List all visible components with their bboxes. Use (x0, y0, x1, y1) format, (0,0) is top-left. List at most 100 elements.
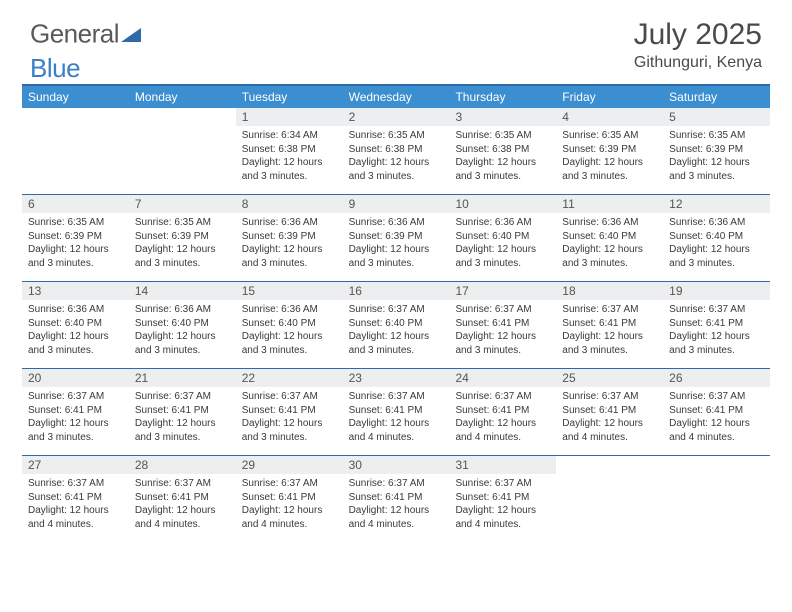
day-number: 31 (449, 456, 556, 474)
sunset-text: Sunset: 6:41 PM (242, 404, 337, 418)
logo-text-1: General (30, 18, 119, 48)
sunset-text: Sunset: 6:40 PM (562, 230, 657, 244)
daylight-text: Daylight: 12 hours and 4 minutes. (28, 504, 123, 531)
daylight-text: Daylight: 12 hours and 3 minutes. (349, 156, 444, 183)
daylight-text: Daylight: 12 hours and 4 minutes. (455, 504, 550, 531)
day-number: 10 (449, 195, 556, 213)
sunrise-text: Sunrise: 6:35 AM (28, 216, 123, 230)
daylight-text: Daylight: 12 hours and 3 minutes. (455, 330, 550, 357)
day-body: Sunrise: 6:37 AMSunset: 6:41 PMDaylight:… (449, 474, 556, 535)
day-cell: 15Sunrise: 6:36 AMSunset: 6:40 PMDayligh… (236, 282, 343, 368)
day-number: 19 (663, 282, 770, 300)
sunset-text: Sunset: 6:39 PM (562, 143, 657, 157)
day-cell: 30Sunrise: 6:37 AMSunset: 6:41 PMDayligh… (343, 456, 450, 542)
day-number: 28 (129, 456, 236, 474)
sunset-text: Sunset: 6:41 PM (28, 491, 123, 505)
day-cell: 29Sunrise: 6:37 AMSunset: 6:41 PMDayligh… (236, 456, 343, 542)
day-body: Sunrise: 6:36 AMSunset: 6:39 PMDaylight:… (343, 213, 450, 274)
day-number: 17 (449, 282, 556, 300)
week-row: 6Sunrise: 6:35 AMSunset: 6:39 PMDaylight… (22, 194, 770, 281)
day-body: Sunrise: 6:37 AMSunset: 6:41 PMDaylight:… (343, 474, 450, 535)
daylight-text: Daylight: 12 hours and 3 minutes. (242, 330, 337, 357)
day-number: 1 (236, 108, 343, 126)
day-number: 16 (343, 282, 450, 300)
weekday-monday: Monday (129, 86, 236, 108)
weeks-container: 1Sunrise: 6:34 AMSunset: 6:38 PMDaylight… (22, 108, 770, 542)
day-cell: 22Sunrise: 6:37 AMSunset: 6:41 PMDayligh… (236, 369, 343, 455)
sunrise-text: Sunrise: 6:37 AM (349, 390, 444, 404)
day-body: Sunrise: 6:37 AMSunset: 6:40 PMDaylight:… (343, 300, 450, 361)
day-body: Sunrise: 6:36 AMSunset: 6:40 PMDaylight:… (236, 300, 343, 361)
day-cell: 3Sunrise: 6:35 AMSunset: 6:38 PMDaylight… (449, 108, 556, 194)
daylight-text: Daylight: 12 hours and 3 minutes. (349, 330, 444, 357)
day-body: Sunrise: 6:37 AMSunset: 6:41 PMDaylight:… (663, 300, 770, 361)
sunset-text: Sunset: 6:41 PM (669, 317, 764, 331)
sunrise-text: Sunrise: 6:35 AM (455, 129, 550, 143)
day-body: Sunrise: 6:35 AMSunset: 6:39 PMDaylight:… (22, 213, 129, 274)
day-body: Sunrise: 6:35 AMSunset: 6:38 PMDaylight:… (449, 126, 556, 187)
sunrise-text: Sunrise: 6:37 AM (135, 477, 230, 491)
daylight-text: Daylight: 12 hours and 3 minutes. (669, 156, 764, 183)
day-body: Sunrise: 6:35 AMSunset: 6:39 PMDaylight:… (556, 126, 663, 187)
daylight-text: Daylight: 12 hours and 3 minutes. (135, 417, 230, 444)
sunset-text: Sunset: 6:39 PM (242, 230, 337, 244)
sunrise-text: Sunrise: 6:35 AM (135, 216, 230, 230)
daylight-text: Daylight: 12 hours and 3 minutes. (669, 243, 764, 270)
sunset-text: Sunset: 6:41 PM (669, 404, 764, 418)
daylight-text: Daylight: 12 hours and 4 minutes. (349, 417, 444, 444)
day-number: 5 (663, 108, 770, 126)
day-cell: 6Sunrise: 6:35 AMSunset: 6:39 PMDaylight… (22, 195, 129, 281)
day-cell: 8Sunrise: 6:36 AMSunset: 6:39 PMDaylight… (236, 195, 343, 281)
daylight-text: Daylight: 12 hours and 3 minutes. (242, 156, 337, 183)
daylight-text: Daylight: 12 hours and 3 minutes. (242, 243, 337, 270)
day-cell (22, 108, 129, 194)
day-cell: 19Sunrise: 6:37 AMSunset: 6:41 PMDayligh… (663, 282, 770, 368)
sunrise-text: Sunrise: 6:36 AM (455, 216, 550, 230)
daylight-text: Daylight: 12 hours and 3 minutes. (135, 330, 230, 357)
sunset-text: Sunset: 6:40 PM (455, 230, 550, 244)
day-body: Sunrise: 6:37 AMSunset: 6:41 PMDaylight:… (129, 387, 236, 448)
day-body: Sunrise: 6:37 AMSunset: 6:41 PMDaylight:… (449, 387, 556, 448)
daylight-text: Daylight: 12 hours and 3 minutes. (562, 156, 657, 183)
sunrise-text: Sunrise: 6:36 AM (28, 303, 123, 317)
day-cell: 28 Sunrise: 6:37 AMSunset: 6:41 PMDayligh… (129, 456, 236, 542)
weekday-thursday: Thursday (449, 86, 556, 108)
sunset-text: Sunset: 6:41 PM (349, 404, 444, 418)
sunrise-text: Sunrise: 6:37 AM (669, 303, 764, 317)
day-body: Sunrise: 6:35 AMSunset: 6:39 PMDaylight:… (663, 126, 770, 187)
day-body: Sunrise: 6:37 AMSunset: 6:41 PMDaylight:… (236, 474, 343, 535)
day-cell: 10Sunrise: 6:36 AMSunset: 6:40 PMDayligh… (449, 195, 556, 281)
sunrise-text: Sunrise: 6:37 AM (28, 390, 123, 404)
day-number: 25 (556, 369, 663, 387)
sunrise-text: Sunrise: 6:36 AM (242, 303, 337, 317)
daylight-text: Daylight: 12 hours and 3 minutes. (242, 417, 337, 444)
day-body: Sunrise: 6:36 AMSunset: 6:40 PMDaylight:… (449, 213, 556, 274)
daylight-text: Daylight: 12 hours and 4 minutes. (349, 504, 444, 531)
day-number: 11 (556, 195, 663, 213)
weekday-sunday: Sunday (22, 86, 129, 108)
sunrise-text: Sunrise: 6:35 AM (562, 129, 657, 143)
day-number: 20 (22, 369, 129, 387)
sunrise-text: Sunrise: 6:37 AM (242, 390, 337, 404)
day-cell: 1Sunrise: 6:34 AMSunset: 6:38 PMDaylight… (236, 108, 343, 194)
logo: General Blue (30, 18, 141, 84)
day-number: 3 (449, 108, 556, 126)
sunset-text: Sunset: 6:41 PM (562, 317, 657, 331)
sunset-text: Sunset: 6:41 PM (242, 491, 337, 505)
daylight-text: Daylight: 12 hours and 3 minutes. (349, 243, 444, 270)
day-body: Sunrise: 6:36 AMSunset: 6:40 PMDaylight:… (556, 213, 663, 274)
day-body: Sunrise: 6:37 AMSunset: 6:41 PMDaylight:… (449, 300, 556, 361)
daylight-text: Daylight: 12 hours and 4 minutes. (135, 504, 230, 531)
daylight-text: Daylight: 12 hours and 4 minutes. (562, 417, 657, 444)
sunrise-text: Sunrise: 6:36 AM (135, 303, 230, 317)
day-cell: 27Sunrise: 6:37 AMSunset: 6:41 PMDayligh… (22, 456, 129, 542)
day-cell: 12Sunrise: 6:36 AMSunset: 6:40 PMDayligh… (663, 195, 770, 281)
weekday-saturday: Saturday (663, 86, 770, 108)
day-cell: 18Sunrise: 6:37 AMSunset: 6:41 PMDayligh… (556, 282, 663, 368)
day-number: 27 (22, 456, 129, 474)
daylight-text: Daylight: 12 hours and 3 minutes. (455, 156, 550, 183)
day-cell: 5Sunrise: 6:35 AMSunset: 6:39 PMDaylight… (663, 108, 770, 194)
day-cell (663, 456, 770, 542)
day-cell: 31Sunrise: 6:37 AMSunset: 6:41 PMDayligh… (449, 456, 556, 542)
sunset-text: Sunset: 6:41 PM (135, 491, 230, 505)
